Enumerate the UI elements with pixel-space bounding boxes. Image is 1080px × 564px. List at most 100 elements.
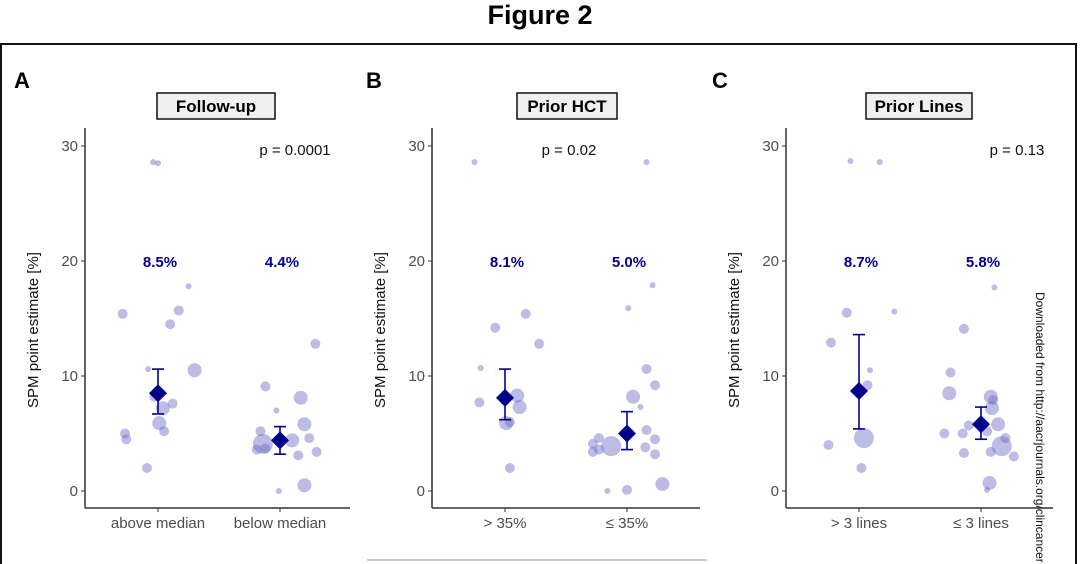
x-tick-label: below median	[234, 515, 327, 532]
data-point	[984, 486, 991, 493]
p-value: p = 0.13	[990, 142, 1045, 159]
data-point	[471, 159, 478, 166]
y-tick-label: 20	[61, 253, 78, 270]
strip-box	[865, 92, 973, 120]
mean-marker	[850, 381, 868, 400]
data-point	[260, 443, 271, 454]
data-point	[165, 319, 176, 330]
x-tick-label: ≤ 35%	[606, 515, 648, 532]
data-point	[856, 463, 867, 473]
data-point	[649, 282, 656, 289]
y-tick-label: 10	[61, 368, 78, 385]
data-point	[534, 338, 545, 349]
y-tick-label: 0	[417, 483, 425, 500]
data-point	[640, 442, 651, 453]
data-point	[655, 477, 670, 492]
panel-letter: A	[14, 68, 30, 93]
y-tick-label: 30	[408, 138, 425, 155]
figure-title: Figure 2	[487, 0, 592, 30]
data-point	[1000, 433, 1011, 444]
mean-marker	[972, 415, 990, 434]
data-point	[187, 363, 202, 378]
mean-label: 8.7%	[844, 254, 878, 271]
data-point	[477, 364, 484, 371]
y-axis-label: SPM point estimate [%]	[726, 252, 743, 408]
data-point	[504, 463, 515, 473]
data-point	[167, 398, 178, 409]
data-point	[155, 401, 170, 416]
data-point	[255, 426, 266, 437]
mean-label: 5.0%	[612, 254, 646, 271]
data-point	[601, 436, 622, 457]
figure-frame	[0, 43, 1077, 564]
data-point	[293, 450, 304, 461]
data-point	[825, 337, 836, 348]
mean-label: 8.5%	[143, 254, 177, 271]
data-point	[622, 484, 632, 495]
data-point	[957, 428, 968, 439]
mean-label: 8.1%	[490, 254, 524, 271]
data-point	[293, 390, 308, 405]
data-point	[285, 433, 300, 448]
mean-label: 4.4%	[265, 254, 299, 271]
data-point	[862, 380, 873, 391]
data-point	[866, 367, 873, 374]
y-axis-label: SPM point estimate [%]	[25, 252, 42, 408]
data-point	[145, 366, 152, 373]
data-point	[117, 308, 128, 319]
data-point	[984, 401, 999, 416]
data-point	[604, 488, 611, 494]
data-point	[297, 478, 312, 493]
data-point	[637, 404, 644, 411]
p-value: p = 0.0001	[259, 142, 330, 159]
data-point	[841, 307, 852, 318]
x-tick-label: above median	[111, 515, 205, 532]
data-point	[641, 425, 652, 436]
data-point	[512, 400, 527, 415]
data-point	[945, 367, 956, 378]
data-point	[983, 389, 998, 404]
x-tick-label: ≤ 3 lines	[953, 515, 1009, 532]
data-point	[155, 160, 161, 167]
data-point	[275, 488, 282, 494]
data-point	[159, 426, 170, 437]
data-point	[587, 446, 598, 457]
y-tick-label: 10	[762, 368, 779, 385]
data-point	[310, 338, 321, 349]
data-point	[490, 322, 501, 333]
data-point	[504, 417, 515, 427]
data-point	[251, 444, 262, 455]
data-point	[643, 159, 650, 166]
data-point	[297, 417, 312, 432]
data-point	[982, 475, 997, 490]
data-point	[988, 395, 999, 406]
data-point	[260, 381, 271, 392]
x-tick-label: > 3 lines	[831, 515, 887, 532]
data-point	[150, 159, 157, 166]
p-value: p = 0.02	[542, 142, 597, 159]
data-point	[173, 305, 184, 316]
data-point	[942, 386, 957, 401]
data-point	[474, 397, 485, 408]
strip-box	[156, 92, 276, 120]
data-point	[853, 428, 874, 449]
data-point	[991, 436, 1012, 457]
panel-c: C Prior Lines 0 10 20 30 SPM point estimate [%…	[712, 68, 1053, 532]
y-tick-label: 30	[762, 138, 779, 155]
y-tick-label: 10	[408, 368, 425, 385]
data-point	[142, 463, 153, 473]
mean-label: 5.8%	[966, 254, 1000, 271]
data-point	[1008, 451, 1019, 462]
data-point	[641, 364, 652, 375]
mean-marker	[618, 424, 636, 443]
y-tick-label: 20	[408, 253, 425, 270]
watermark: Downloaded from http://aacrjournals.org/…	[1033, 292, 1047, 563]
data-point	[650, 380, 661, 391]
data-point	[311, 446, 322, 457]
data-point	[823, 440, 834, 450]
y-tick-label: 20	[762, 253, 779, 270]
panel-b: B Prior HCT 0 10 20 30 SPM point estimate [%] >…	[366, 68, 700, 532]
data-point	[185, 283, 192, 290]
data-point	[985, 446, 996, 457]
panel-letter: B	[366, 68, 382, 93]
